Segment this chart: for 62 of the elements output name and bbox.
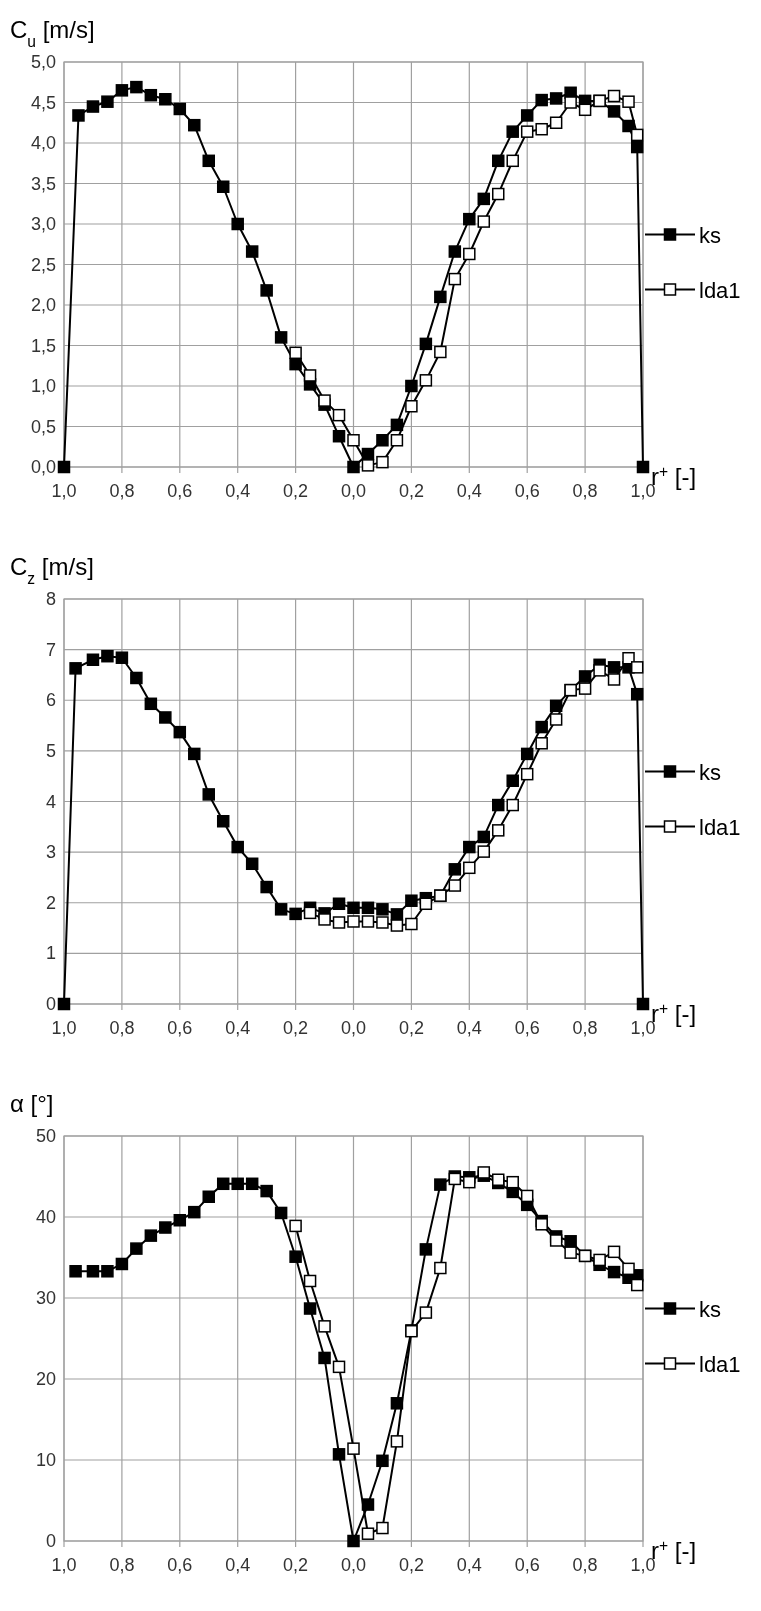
x-tick-label: 0,6	[167, 1018, 193, 1038]
y-tick-label: 20	[35, 1369, 56, 1389]
y-tick-label: 4,0	[30, 133, 56, 153]
x-tick-label: 0,4	[456, 1018, 482, 1038]
legend-label: ks	[699, 1296, 721, 1322]
y-tick-label: 50	[35, 1126, 56, 1146]
x-tick-label: 0,8	[109, 1555, 135, 1575]
x-tick-label: 0,6	[514, 1555, 540, 1575]
x-tick-label: 0,8	[109, 481, 135, 501]
y-tick-label: 8	[45, 589, 56, 609]
x-tick-label: 0,4	[456, 481, 482, 501]
legend-label: ks	[699, 759, 721, 785]
legend-label: lda1	[699, 1351, 741, 1377]
y-tick-label: 1,0	[30, 376, 56, 396]
y-tick-label: 4,5	[30, 92, 56, 113]
y-tick-label: 7	[45, 639, 56, 660]
y-tick-label: 2,0	[30, 295, 56, 315]
y-tick-label: 0	[45, 1531, 56, 1551]
x-tick-label: 0,4	[456, 1555, 482, 1575]
y-tick-label: 3,0	[30, 214, 56, 234]
y-tick-label: 2	[45, 892, 56, 913]
x-tick-label: 0,0	[340, 1018, 367, 1038]
legend-label: lda1	[699, 277, 741, 303]
x-tick-label: 0,8	[572, 1555, 598, 1575]
y-tick-label: 3,5	[30, 173, 56, 194]
x-tick-label: 0,2	[283, 1018, 309, 1038]
x-tick-label: 0,6	[514, 1018, 540, 1038]
x-tick-label: 0,6	[167, 1555, 193, 1575]
x-tick-label: 0,6	[514, 481, 540, 501]
y-tick-label: 10	[35, 1450, 56, 1470]
x-tick-label: 0,2	[283, 1555, 309, 1575]
x-tick-label: 0,4	[225, 1018, 251, 1038]
y-tick-label: 2,5	[30, 254, 56, 275]
y-axis-title: C$_{z}$ [m/s]	[10, 553, 94, 587]
y-tick-label: 1	[45, 943, 56, 964]
x-tick-label: 0,4	[225, 481, 251, 501]
x-tick-label: 0,8	[109, 1018, 135, 1038]
y-tick-label: 6	[45, 690, 56, 711]
y-tick-label: 5,0	[30, 52, 56, 72]
y-axis-title: α [°]	[10, 1090, 54, 1117]
x-tick-label: 0,8	[572, 1018, 598, 1038]
y-tick-label: 4	[45, 791, 56, 812]
y-tick-label: 0	[45, 994, 56, 1014]
y-tick-label: 3	[45, 842, 56, 863]
x-tick-label: 0,4	[225, 1555, 251, 1575]
x-tick-label: 0,6	[167, 481, 193, 501]
legend-label: lda1	[699, 814, 741, 840]
x-tick-label: 0,2	[398, 1018, 424, 1038]
y-tick-label: 40	[35, 1207, 56, 1227]
y-tick-label: 30	[35, 1288, 56, 1308]
x-tick-label: 0,0	[340, 1555, 367, 1575]
x-tick-label: 0,2	[398, 1555, 424, 1575]
y-axis-title: C$_{u}$ [m/s]	[10, 16, 95, 50]
legend-label: ks	[699, 222, 721, 248]
x-tick-label: 0,2	[398, 481, 424, 501]
y-tick-label: 5	[45, 740, 56, 761]
y-tick-label: 1,5	[30, 335, 56, 356]
y-tick-label: 0,0	[30, 457, 56, 477]
x-tick-label: 0,0	[340, 481, 367, 501]
x-tick-label: 0,2	[283, 481, 309, 501]
y-tick-label: 0,5	[30, 416, 56, 437]
x-tick-label: 0,8	[572, 481, 598, 501]
